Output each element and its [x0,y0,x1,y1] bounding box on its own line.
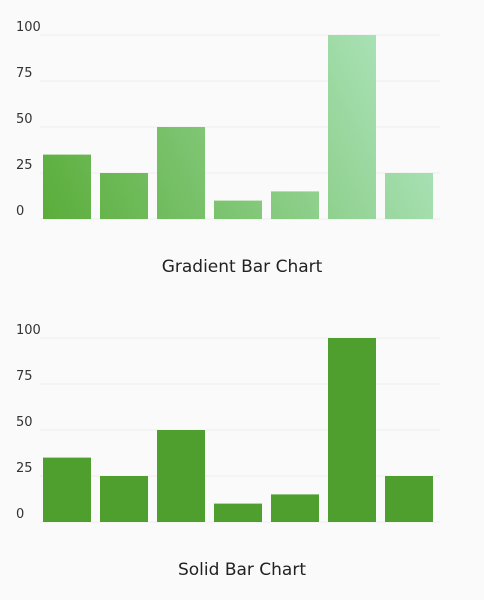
bar[interactable] [100,173,148,219]
bar[interactable] [385,476,433,522]
y-tick-label: 25 [16,461,33,476]
bar[interactable] [43,154,91,219]
bar[interactable] [328,35,376,219]
y-tick-label: 0 [16,204,24,219]
y-tick-label: 25 [16,158,33,173]
y-tick-label: 100 [16,20,41,35]
solid-chart-plot: 0 25 50 75 100 [16,323,440,523]
bar[interactable] [214,503,262,522]
y-tick-label: 75 [16,369,33,384]
bar[interactable] [328,338,376,522]
bar[interactable] [271,191,319,219]
gradient-chart-plot: 0 25 50 75 100 [16,20,440,220]
y-tick-label: 50 [16,415,33,430]
y-tick-label: 100 [16,323,41,338]
bar[interactable] [43,457,91,522]
y-tick-label: 75 [16,66,33,81]
bar[interactable] [271,494,319,522]
gradient-chart-title: Gradient Bar Chart [161,257,323,277]
solid-chart-title: Solid Bar Chart [177,560,307,580]
bar[interactable] [157,127,205,219]
bar[interactable] [157,430,205,522]
bar[interactable] [100,476,148,522]
bar[interactable] [385,173,433,219]
y-tick-label: 0 [16,507,24,522]
y-tick-label: 50 [16,112,33,127]
gradient-bar-chart: 0 25 50 75 100 Gradient Bar Chart [16,20,440,277]
solid-bar-chart: 0 25 50 75 100 Solid Bar Chart [0,303,484,600]
bar[interactable] [214,200,262,219]
